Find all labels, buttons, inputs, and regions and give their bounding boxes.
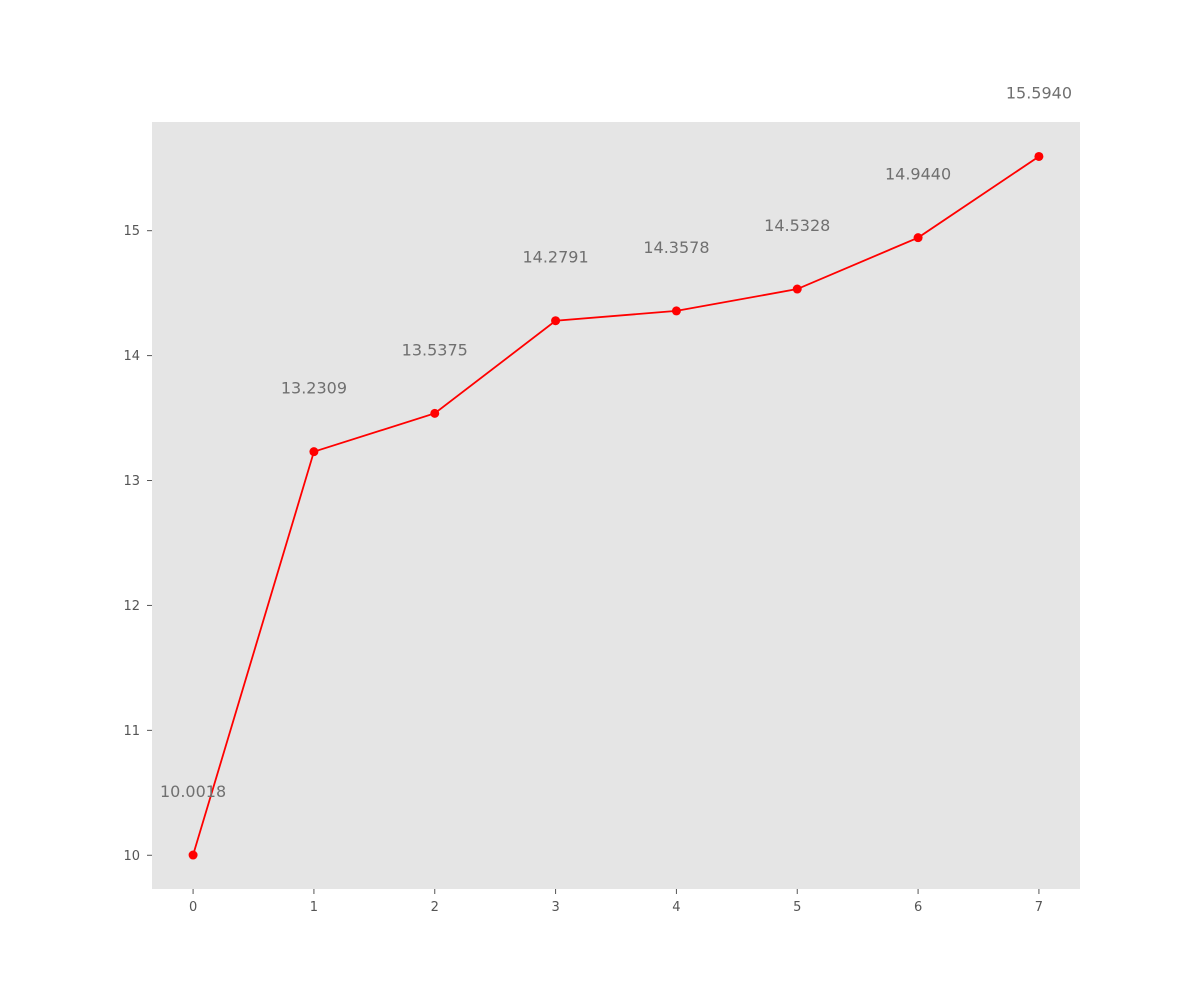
x-tick-label: 0: [189, 900, 197, 915]
data-label: 14.3578: [643, 238, 709, 257]
y-tick-label: 14: [123, 349, 140, 364]
data-point: [551, 316, 561, 326]
data-point: [671, 306, 681, 316]
x-tick-label: 5: [793, 900, 801, 915]
x-tick-label: 4: [672, 900, 680, 915]
y-tick-label: 15: [123, 224, 140, 239]
x-axis: 0 1 2 3 4 5 6 7: [189, 889, 1043, 915]
data-label: 13.5375: [402, 340, 468, 359]
x-tick-label: 1: [310, 900, 318, 915]
data-label: 14.2791: [522, 248, 588, 267]
data-point: [430, 408, 440, 418]
y-tick-label: 12: [123, 599, 140, 614]
data-label: 13.2309: [281, 379, 347, 398]
x-tick-label: 7: [1035, 900, 1043, 915]
y-tick-label: 11: [123, 724, 140, 739]
data-point: [913, 233, 923, 243]
data-point: [188, 850, 198, 860]
x-tick-label: 6: [914, 900, 922, 915]
x-tick-label: 3: [551, 900, 559, 915]
plot-area: [152, 122, 1080, 889]
y-axis: 10 11 12 13 14 15: [123, 224, 152, 864]
series-line: [192, 155, 1040, 856]
data-label: 15.5940: [1006, 83, 1072, 102]
data-labels: 10.0018 13.2309 13.5375 14.2791 14.3578 14.53…: [160, 83, 1072, 801]
y-tick-label: 13: [123, 474, 140, 489]
x-tick-label: 2: [431, 900, 439, 915]
series-layer: [188, 151, 1044, 860]
data-label: 14.5328: [764, 216, 830, 235]
data-label: 10.0018: [160, 782, 226, 801]
data-point: [309, 447, 319, 457]
y-tick-label: 10: [123, 849, 140, 864]
data-point: [792, 284, 802, 294]
data-label: 14.9440: [885, 165, 951, 184]
data-point: [1034, 151, 1044, 161]
